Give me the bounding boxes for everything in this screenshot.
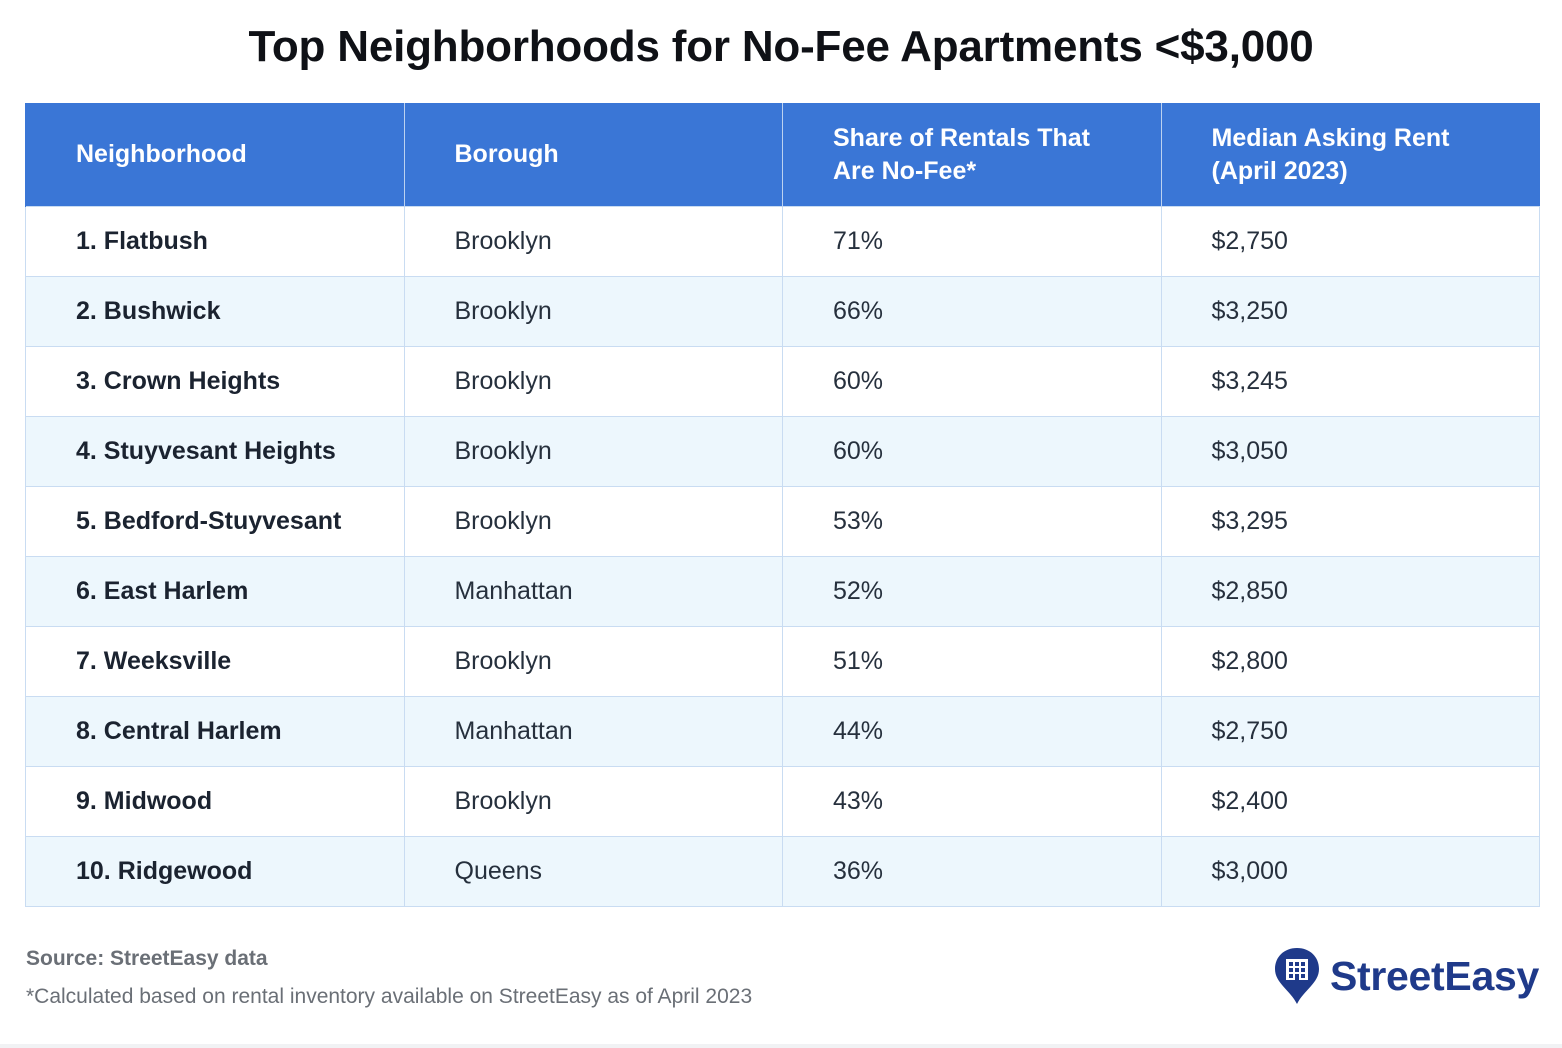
neighborhood-cell: 8. Central Harlem [25,696,405,767]
header-neighborhood-label: Neighborhood [76,140,247,168]
median-rent-cell: $3,295 [1160,486,1540,557]
share-no-fee-cell: 53% [782,486,1162,557]
borough-cell: Brooklyn [403,346,783,417]
neighborhood-cell: 9. Midwood [25,766,405,837]
header-rent-line1: Median Asking Rent [1211,123,1450,152]
borough-cell: Brooklyn [403,626,783,697]
share-no-fee-cell: 66% [782,276,1162,347]
share-no-fee-cell: 71% [782,206,1162,277]
median-rent-cell: $3,050 [1160,416,1540,487]
borough-cell: Brooklyn [403,486,783,557]
streeteasy-logo: StreetEasy [1272,946,1539,1006]
header-borough-label: Borough [454,140,559,168]
median-rent-cell: $3,250 [1160,276,1540,347]
table-body: 1. Flatbush Brooklyn 71% $2,750 2. Bushwick B… [25,206,1540,907]
borough-cell: Manhattan [403,696,783,767]
median-rent-cell: $2,750 [1160,206,1540,277]
table-row: 2. Bushwick Brooklyn 66% $3,250 [25,276,1540,347]
header-neighborhood: Neighborhood [25,103,404,207]
source-note: Source: StreetEasy data [26,947,268,970]
neighborhood-cell: 10. Ridgewood [25,836,405,907]
borough-cell: Queens [403,836,783,907]
neighborhood-cell: 6. East Harlem [25,556,405,627]
share-no-fee-cell: 36% [782,836,1162,907]
median-rent-cell: $3,245 [1160,346,1540,417]
rentals-table: Neighborhood Borough Share of Rentals Th… [25,103,1540,907]
table-row: 10. Ridgewood Queens 36% $3,000 [25,836,1540,907]
borough-cell: Brooklyn [403,416,783,487]
logo-wordmark: StreetEasy [1330,952,1539,999]
header-borough: Borough [403,103,783,207]
share-no-fee-cell: 60% [782,416,1162,487]
share-no-fee-cell: 60% [782,346,1162,417]
chart-title: Top Neighborhoods for No-Fee Apartments … [248,22,1314,71]
building-pin-icon [1272,946,1322,1006]
borough-cell: Manhattan [403,556,783,627]
median-rent-cell: $2,400 [1160,766,1540,837]
share-no-fee-cell: 51% [782,626,1162,697]
table-row: 7. Weeksville Brooklyn 51% $2,800 [25,626,1540,697]
neighborhood-cell: 2. Bushwick [25,276,405,347]
share-no-fee-cell: 43% [782,766,1162,837]
table-row: 3. Crown Heights Brooklyn 60% $3,245 [25,346,1540,417]
header-rent-line2: (April 2023) [1211,156,1348,185]
borough-cell: Brooklyn [403,276,783,347]
table-row: 8. Central Harlem Manhattan 44% $2,750 [25,696,1540,767]
header-share-line2: Are No-Fee* [833,156,977,185]
footnote: *Calculated based on rental inventory av… [26,985,753,1008]
table-row: 6. East Harlem Manhattan 52% $2,850 [25,556,1540,627]
median-rent-cell: $2,850 [1160,556,1540,627]
median-rent-cell: $2,800 [1160,626,1540,697]
neighborhood-cell: 3. Crown Heights [25,346,405,417]
borough-cell: Brooklyn [403,766,783,837]
header-share-no-fee: Share of Rentals That Are No-Fee* [782,103,1161,207]
share-no-fee-cell: 52% [782,556,1162,627]
neighborhood-cell: 7. Weeksville [25,626,405,697]
median-rent-cell: $3,000 [1160,836,1540,907]
bottom-divider [0,1044,1562,1048]
table-row: 5. Bedford-Stuyvesant Brooklyn 53% $3,295 [25,486,1540,557]
table-row: 9. Midwood Brooklyn 43% $2,400 [25,766,1540,837]
neighborhood-cell: 4. Stuyvesant Heights [25,416,405,487]
header-median-rent: Median Asking Rent (April 2023) [1160,103,1540,207]
header-row: Neighborhood Borough Share of Rentals Th… [25,103,1540,207]
median-rent-cell: $2,750 [1160,696,1540,767]
header-share-line1: Share of Rentals That [833,123,1090,152]
table-row: 1. Flatbush Brooklyn 71% $2,750 [25,206,1540,277]
neighborhood-cell: 1. Flatbush [25,206,405,277]
table-row: 4. Stuyvesant Heights Brooklyn 60% $3,050 [25,416,1540,487]
table-header: Neighborhood Borough Share of Rentals Th… [25,103,1540,207]
share-no-fee-cell: 44% [782,696,1162,767]
borough-cell: Brooklyn [403,206,783,277]
neighborhood-cell: 5. Bedford-Stuyvesant [25,486,405,557]
